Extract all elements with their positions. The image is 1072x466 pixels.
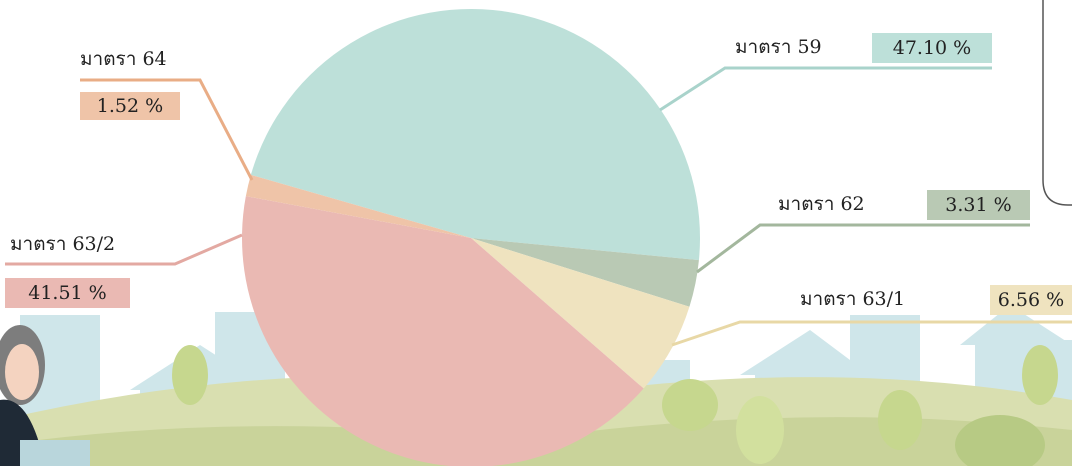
value-label: 3.31 % [945,194,1011,216]
pie-slice [242,196,644,466]
pie-slice [471,238,690,389]
slice-name: มาตรา 59 [735,36,822,58]
value-label: 41.51 % [28,282,107,304]
value-label: 6.56 % [998,289,1064,311]
value-box [927,190,1030,220]
value-label: 47.10 % [893,37,972,59]
value-box [5,278,130,308]
slice-name: มาตรา 63/1 [800,288,905,310]
slice-name: มาตรา 64 [80,48,167,70]
pie [242,8,700,466]
leader-line [80,78,254,181]
leader-line [5,233,243,266]
leader-line [696,223,1030,274]
pie-slice [471,238,699,307]
value-box [872,33,992,63]
labels: มาตรา 59 47.10 % มาตรา 62 3.31 % มาตรา 63/1 6… [5,33,1072,347]
pie-slice [250,8,700,261]
pie-slice [245,174,471,238]
value-box [990,285,1072,315]
leader-line [659,66,992,112]
leader-line [671,320,1072,347]
slice-name: มาตรา 62 [778,193,865,215]
slice-name: มาตรา 63/2 [10,233,115,255]
value-label: 1.52 % [97,95,163,117]
value-box [80,92,180,120]
